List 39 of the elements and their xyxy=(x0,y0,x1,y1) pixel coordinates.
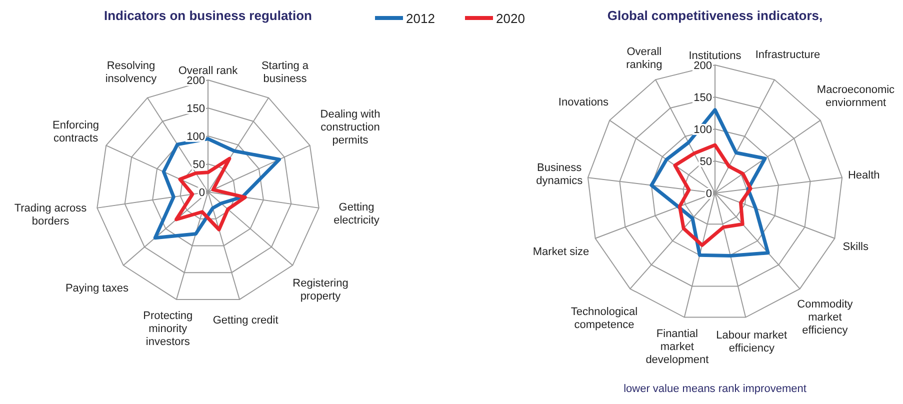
spoke-label: Labour market efficiency xyxy=(716,330,788,355)
spoke-label: Getting credit xyxy=(212,314,278,326)
legend-label: 2020 xyxy=(496,11,525,26)
text: lower value means rank improvement xyxy=(624,383,806,395)
spoke-label: Skills xyxy=(842,240,869,253)
spoke-label: Health xyxy=(848,169,880,182)
chart-title: Global competitiveness indicators, xyxy=(607,8,823,23)
spoke-label: Resolving insolvency xyxy=(105,60,158,86)
spoke-label: Paying taxes xyxy=(65,282,129,295)
spoke-label: Enforcing contracts xyxy=(52,120,100,145)
spoke-label: Institutions xyxy=(688,50,742,62)
y-tick-label: 150 xyxy=(694,92,712,104)
y-tick-label: 100 xyxy=(186,131,205,143)
spoke-label: Overall ranking xyxy=(626,46,662,72)
spoke-label: Protecting minority investors xyxy=(143,310,193,348)
spoke-label: Inovations xyxy=(558,96,610,109)
y-tick-label: 150 xyxy=(186,103,205,115)
y-tick-label: 200 xyxy=(186,75,205,87)
legend-label: 2012 xyxy=(406,11,435,26)
spoke-label: Getting electricity xyxy=(334,201,380,226)
spoke-label: Market size xyxy=(532,246,590,258)
y-tick-label: 50 xyxy=(700,156,712,168)
spoke-label: Commodity market efficiency xyxy=(797,298,854,337)
spoke-label: Trading across borders xyxy=(14,202,88,228)
y-tick-label: 0 xyxy=(198,187,205,199)
spoke-label: Infrastructure xyxy=(755,48,820,61)
spoke-label: Finantial market development xyxy=(646,328,709,366)
spoke-label: Macroeconomic enviornment xyxy=(816,84,896,109)
spoke-label: Technological competence xyxy=(570,306,638,332)
spoke-label: Overall rank xyxy=(178,65,238,77)
y-tick-label: 0 xyxy=(706,188,712,200)
spoke-label: Registering property xyxy=(292,277,348,302)
y-tick-label: 100 xyxy=(694,124,712,136)
y-tick-label: 200 xyxy=(694,60,712,72)
y-tick-label: 50 xyxy=(192,159,205,171)
spoke-label: Business dynamics xyxy=(536,162,584,188)
chart-title: Indicators on business regulation xyxy=(104,8,312,23)
spoke-label: Starting a business xyxy=(261,60,310,86)
spoke-label: Dealing with construction permits xyxy=(320,108,380,147)
